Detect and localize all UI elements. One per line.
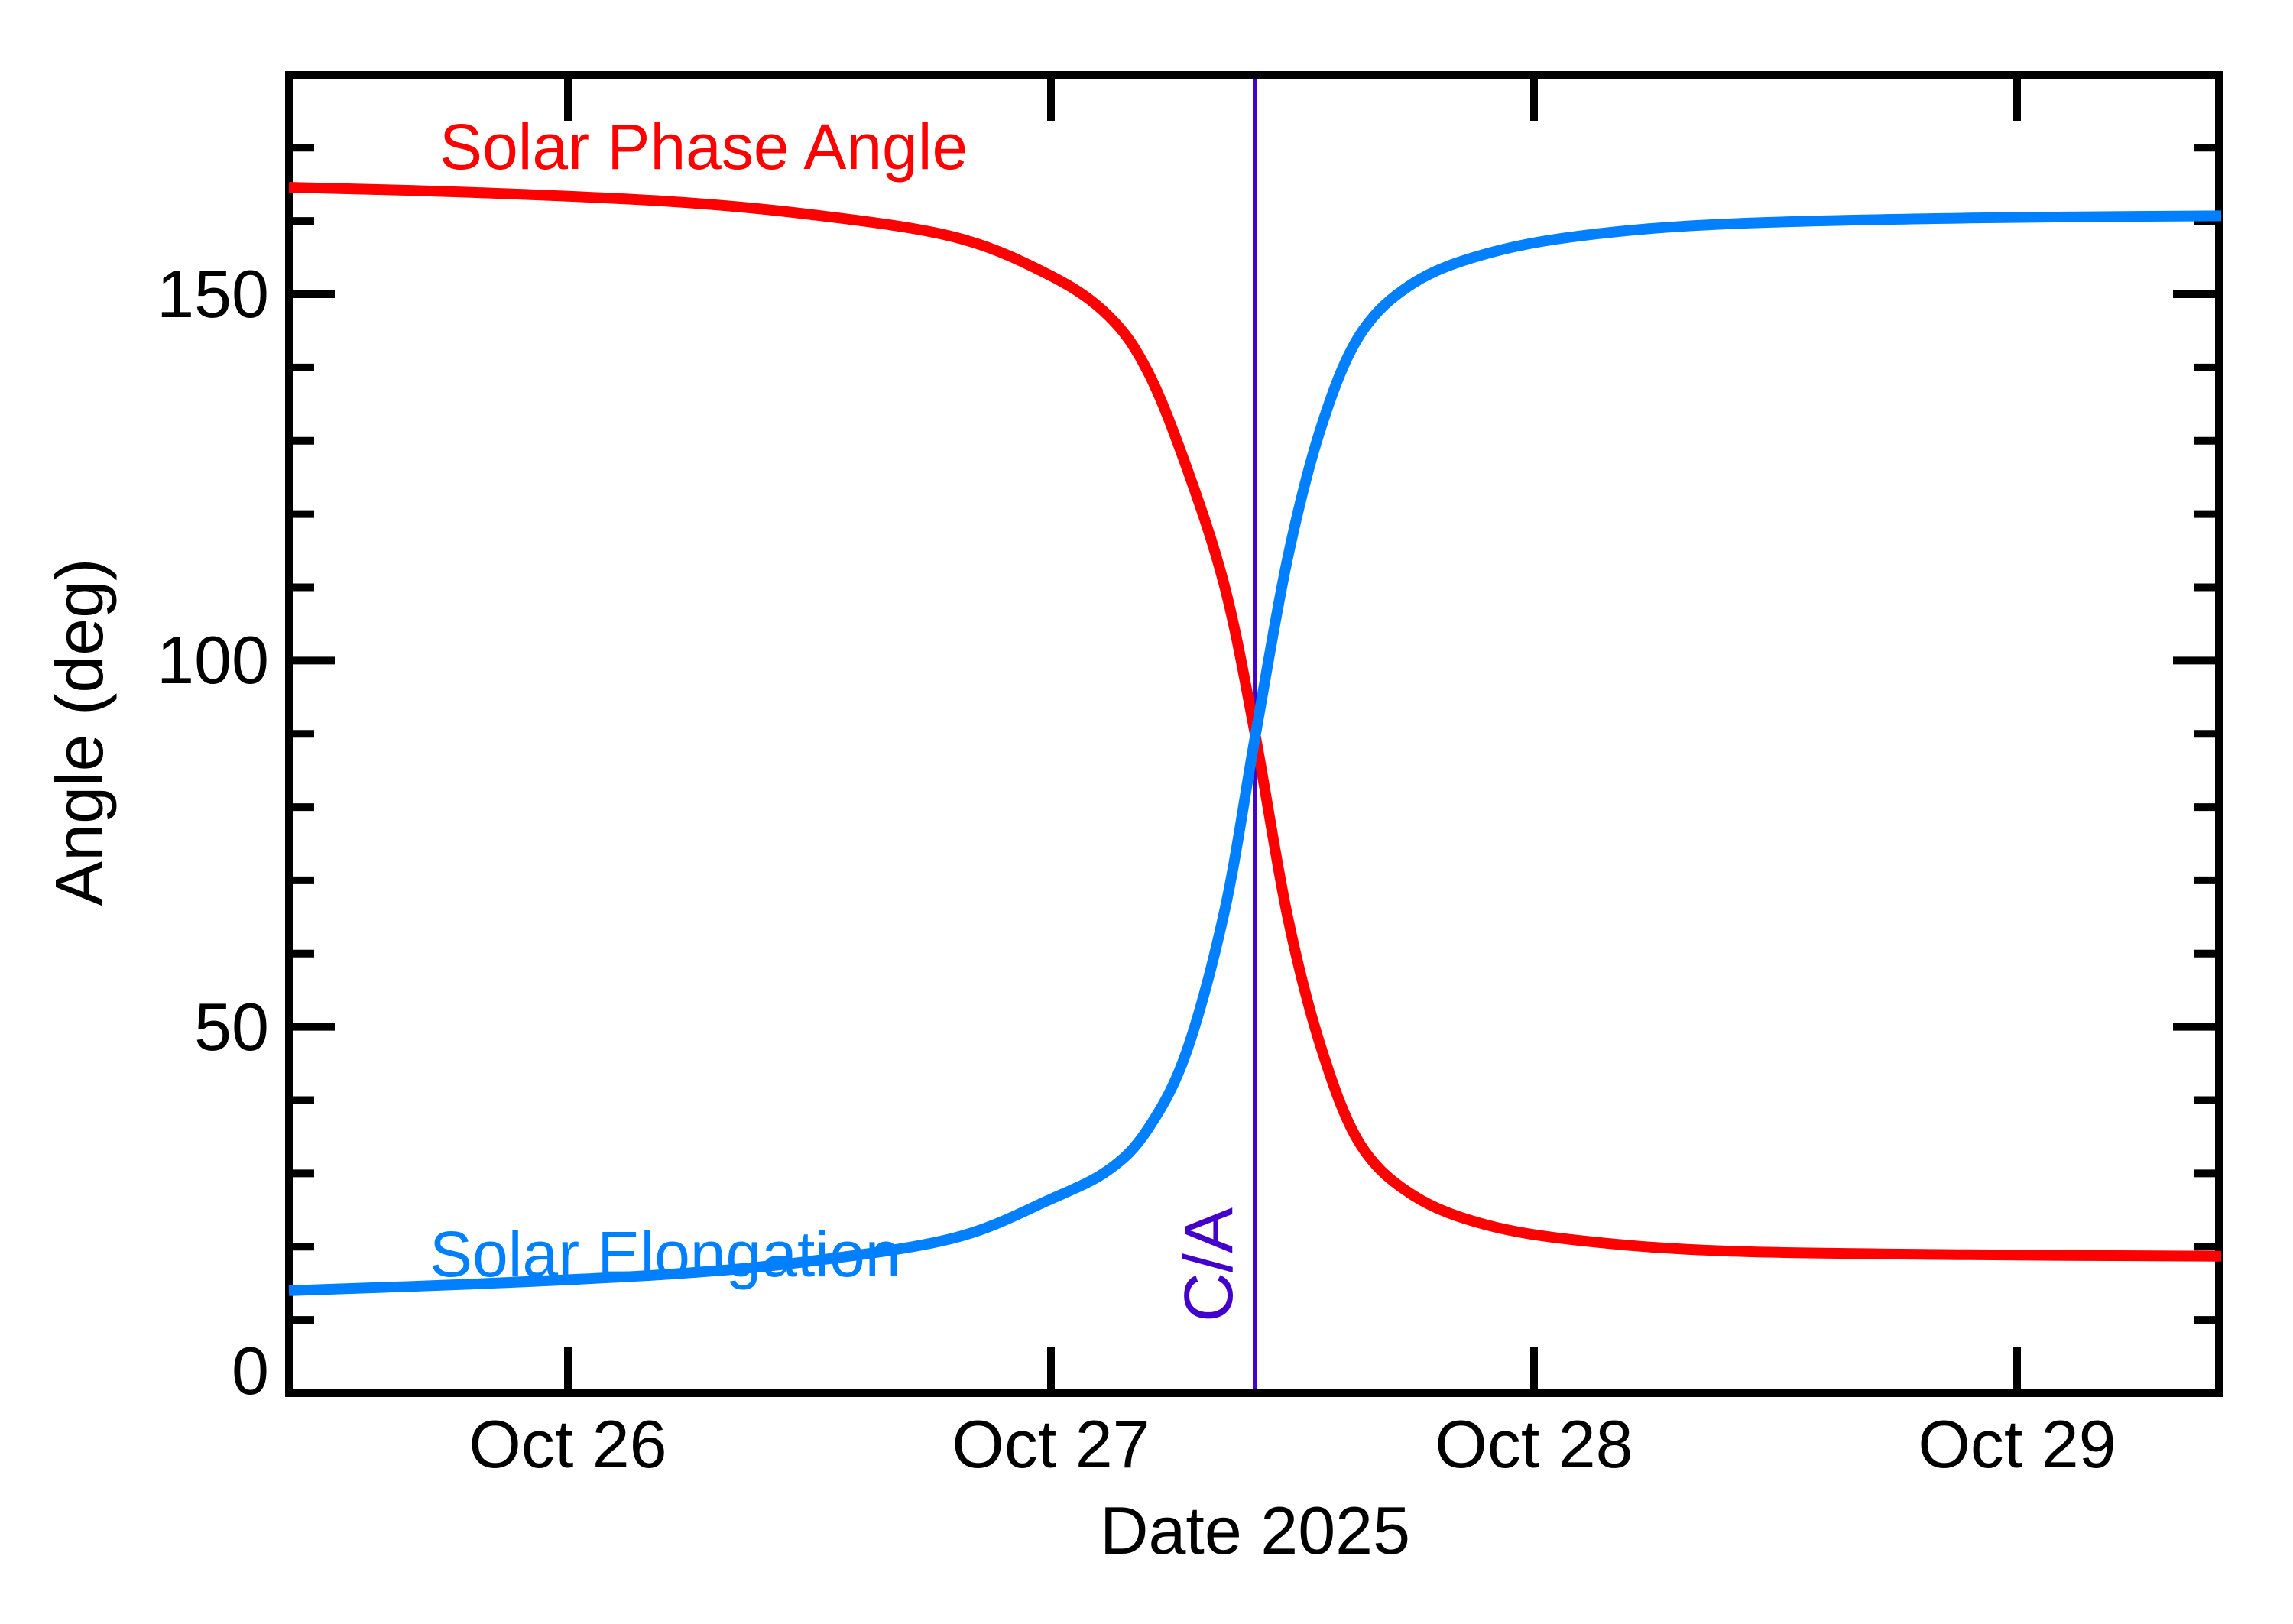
x-tick-label-oct26: Oct 26: [469, 1406, 667, 1482]
x-axis-title: Date 2025: [1099, 1493, 1411, 1568]
solar-elongation-curve: [288, 210, 2222, 1296]
solar-elongation-label: Solar Elongation: [430, 1218, 901, 1290]
y-tick-label-150: 150: [157, 256, 269, 332]
closest-approach-label: C/A: [1171, 1207, 1247, 1323]
x-tick-label-oct28: Oct 28: [1435, 1406, 1633, 1482]
x-tick-label-oct27: Oct 27: [952, 1406, 1150, 1482]
y-tick-label-0: 0: [232, 1333, 269, 1408]
solar-phase-angle-curve: [288, 182, 2222, 1262]
solar-phase-angle-label: Solar Phase Angle: [439, 111, 968, 183]
y-axis-title: Angle (deg): [41, 558, 117, 906]
x-tick-label-oct29: Oct 29: [1918, 1406, 2116, 1482]
y-tick-label-50: 50: [194, 989, 269, 1065]
y-tick-label-100: 100: [157, 622, 269, 698]
plot-frame: [285, 71, 2223, 1397]
